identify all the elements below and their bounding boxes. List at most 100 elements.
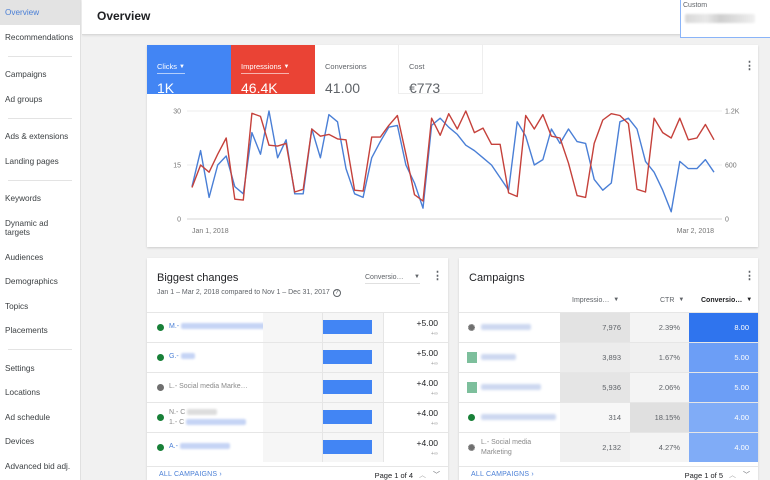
- card-footer: ALL CAMPAIGNS › Page 1 of 4 ︿ ﹀: [147, 466, 448, 480]
- column-header-conversions[interactable]: Conversio… ▼: [701, 297, 753, 304]
- table-row[interactable]: 7,976 2.39% 8.00: [459, 312, 758, 342]
- ctr-cell: 1.67%: [630, 343, 689, 372]
- sort-arrow-icon: ▼: [613, 297, 620, 303]
- sidebar-item-topics[interactable]: Topics: [5, 301, 29, 311]
- metric-conversions[interactable]: Conversions 41.00: [315, 45, 399, 96]
- redacted-text: [180, 353, 195, 360]
- sidebar-item-keywords[interactable]: Keywords: [5, 194, 41, 204]
- right-axis-tick: 1.2K: [725, 109, 740, 116]
- dropdown-arrow-icon: ▼: [283, 64, 290, 70]
- redacted-campaign-name[interactable]: [481, 354, 516, 360]
- list-item[interactable]: A.- +4.00 +∞: [147, 432, 448, 462]
- table-row[interactable]: 3,893 1.67% 5.00: [459, 342, 758, 372]
- page-title: Overview: [97, 9, 151, 23]
- date-range-picker[interactable]: Custom ‹: [680, 0, 770, 38]
- column-header-ctr[interactable]: CTR ▼: [660, 297, 685, 304]
- sidebar-item-demographics[interactable]: Demographics: [5, 277, 58, 287]
- campaign-name[interactable]: A.-: [169, 443, 230, 450]
- change-value: +5.00: [416, 348, 438, 358]
- metric-value: 46.4K: [241, 80, 278, 96]
- list-item[interactable]: M.- +5.00 +∞: [147, 312, 448, 342]
- campaign-name[interactable]: N.- C 1.- C: [169, 408, 247, 428]
- impressions-series-line: [191, 110, 715, 202]
- chevron-down-icon[interactable]: ﹀: [433, 472, 440, 479]
- chevron-down-icon[interactable]: ﹀: [743, 472, 750, 479]
- column-divider: [383, 433, 384, 462]
- chevron-up-icon[interactable]: ︿: [729, 472, 736, 479]
- sidebar-item-devices[interactable]: Devices: [5, 437, 35, 447]
- redacted-text: [181, 323, 272, 330]
- campaign-cell: [459, 343, 560, 372]
- campaign-name[interactable]: L.- Social media Marke…: [169, 383, 248, 390]
- metric-impressions[interactable]: Impressions ▼ 46.4K: [231, 45, 315, 96]
- sidebar-divider: [8, 117, 72, 119]
- overview-card: Clicks ▼ 1K Impressions ▼ 46.4K Conversion…: [147, 45, 758, 247]
- sidebar-item-ads-extensions[interactable]: Ads & extensions: [5, 132, 69, 142]
- campaign-cell: L.- Social media Marketing: [459, 433, 560, 462]
- change-value: +5.00: [416, 318, 438, 328]
- list-item[interactable]: L.- Social media Marke… +4.00 +∞: [147, 372, 448, 402]
- table-row[interactable]: L.- Social media Marketing 2,132 4.27% 4…: [459, 432, 758, 462]
- impressions-cell: 314: [560, 403, 630, 432]
- sidebar-item-campaigns[interactable]: Campaigns: [5, 70, 47, 80]
- enabled-status-icon: [157, 324, 164, 331]
- page-header: Overview Custom ‹: [82, 0, 770, 38]
- redacted-text: [186, 419, 247, 426]
- metric-dropdown[interactable]: Conversio… ▼: [365, 274, 420, 284]
- campaign-name[interactable]: M.-: [169, 323, 272, 330]
- sidebar-item-ad-schedule[interactable]: Ad schedule: [5, 412, 51, 422]
- campaign-name[interactable]: L.- Social media Marketing: [481, 439, 532, 456]
- table-row[interactable]: 314 18.15% 4.00: [459, 402, 758, 432]
- metric-label: Cost: [409, 62, 425, 71]
- zero-line: [322, 403, 323, 432]
- metric-value: €773: [409, 80, 441, 96]
- change-percent: +∞: [430, 421, 438, 427]
- redacted-campaign-name[interactable]: [481, 324, 531, 330]
- change-bar: [323, 440, 372, 454]
- zero-line: [322, 313, 323, 342]
- conversions-cell: 5.00: [689, 373, 758, 402]
- all-campaigns-link[interactable]: ALL CAMPAIGNS ›: [159, 471, 222, 478]
- column-header-impressions[interactable]: Impressio… ▼: [572, 297, 620, 304]
- sidebar-item-advanced-bid-adj[interactable]: Advanced bid adj.: [5, 461, 71, 471]
- list-item[interactable]: N.- C 1.- C +4.00 +∞: [147, 402, 448, 432]
- redacted-campaign-name[interactable]: [481, 384, 541, 390]
- change-percent: +∞: [430, 451, 438, 457]
- line-chart: 0 0 15 600 30 1.2K Jan 1, 2018 Mar 2, 2018: [173, 109, 740, 236]
- sidebar-item-landing-pages[interactable]: Landing pages: [5, 156, 59, 166]
- more-vert-icon[interactable]: ⋮: [744, 270, 755, 282]
- sidebar-item-locations[interactable]: Locations: [5, 388, 41, 398]
- more-vert-icon[interactable]: ⋮: [432, 270, 443, 282]
- more-vert-icon[interactable]: ⋮: [744, 60, 755, 72]
- sort-arrow-icon: ▼: [678, 297, 685, 303]
- impressions-cell: 2,132: [560, 433, 630, 462]
- sidebar-item-placements[interactable]: Placements: [5, 326, 48, 336]
- table-row[interactable]: 5,936 2.06% 5.00: [459, 372, 758, 402]
- help-icon[interactable]: ?: [332, 289, 341, 297]
- sidebar-item-audiences[interactable]: Audiences: [5, 252, 44, 262]
- redacted-campaign-name[interactable]: [481, 414, 556, 420]
- change-value: +4.00: [416, 438, 438, 448]
- removed-status-icon: [468, 444, 475, 451]
- ctr-cell: 2.39%: [630, 313, 689, 342]
- card-title: Campaigns: [469, 272, 525, 284]
- sort-arrow-icon: ▼: [746, 297, 753, 303]
- card-title: Biggest changes: [157, 272, 239, 284]
- campaign-name[interactable]: G.-: [169, 353, 195, 360]
- change-bar: [323, 320, 372, 334]
- chevron-up-icon[interactable]: ︿: [419, 472, 426, 479]
- sidebar-item-ad-groups[interactable]: Ad groups: [5, 94, 43, 104]
- sidebar-item-recommendations[interactable]: Recommendations: [5, 32, 74, 42]
- change-bar: [323, 350, 372, 364]
- list-item[interactable]: G.- +5.00 +∞: [147, 342, 448, 372]
- conversions-cell: 8.00: [689, 313, 758, 342]
- sidebar-item-overview[interactable]: Overview: [0, 0, 80, 25]
- column-divider: [383, 313, 384, 342]
- sidebar-item-settings[interactable]: Settings: [5, 363, 35, 373]
- all-campaigns-link[interactable]: ALL CAMPAIGNS ›: [471, 471, 534, 478]
- metric-clicks[interactable]: Clicks ▼ 1K: [147, 45, 231, 96]
- sidebar-item-dynamic-ad-targets[interactable]: Dynamic ad targets: [5, 219, 49, 237]
- date-range-value: [685, 14, 755, 23]
- conversions-cell: 4.00: [689, 403, 758, 432]
- metric-cost[interactable]: Cost €773: [399, 45, 483, 96]
